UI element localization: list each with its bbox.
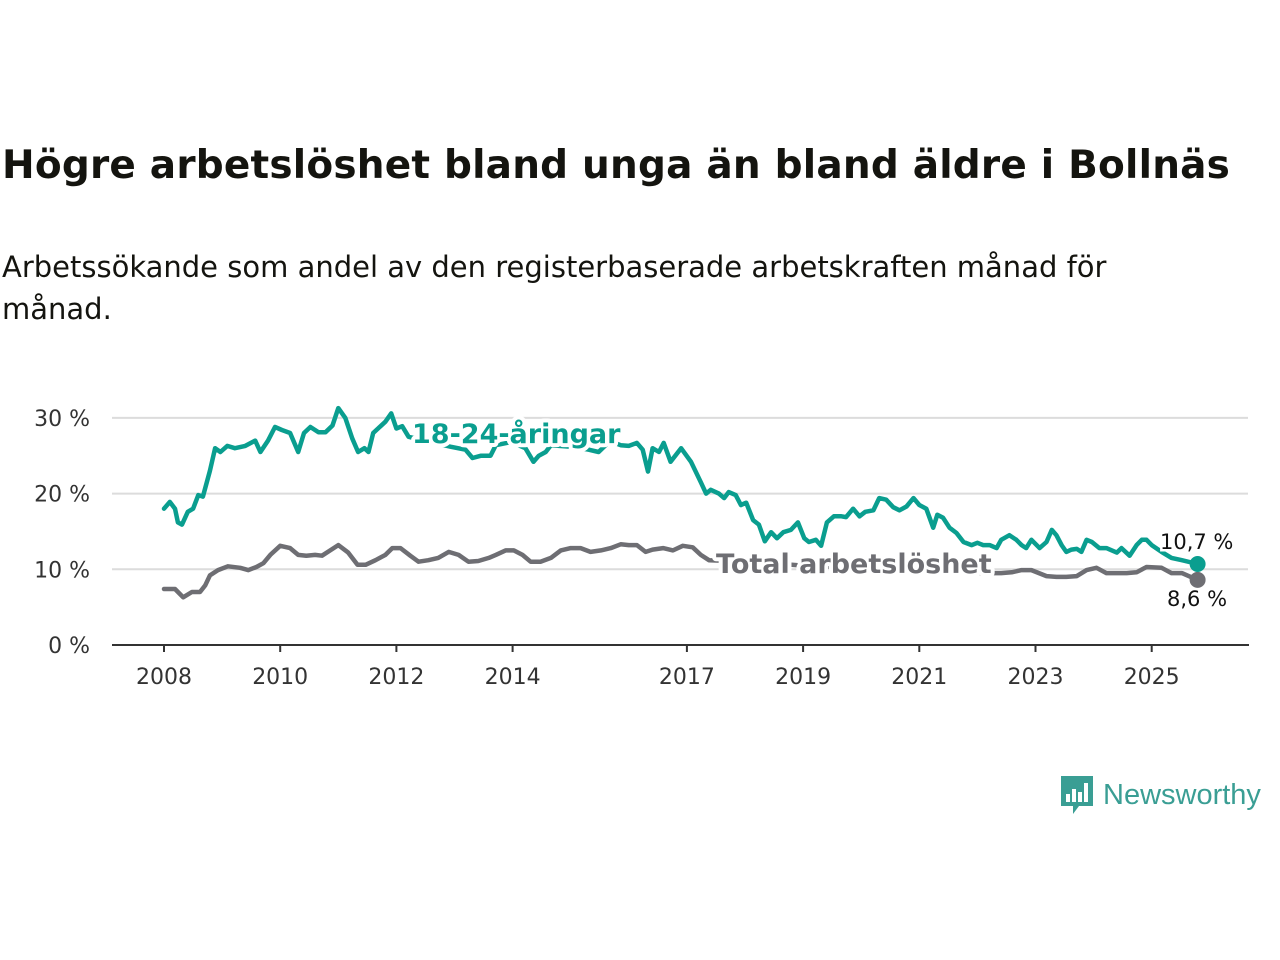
x-tick-label: 2008 <box>136 665 192 690</box>
end-point-total <box>1189 571 1206 588</box>
series-line-youth <box>161 405 1200 567</box>
newsworthy-logo: Newsworthy <box>1059 774 1261 816</box>
y-tick-label: 30 % <box>34 407 90 432</box>
logo-text: Newsworthy <box>1103 778 1261 811</box>
end-label-youth: 10,7 % <box>1160 530 1233 554</box>
x-tick-label: 2021 <box>891 665 947 690</box>
x-tick-label: 2023 <box>1008 665 1064 690</box>
x-tick-label: 2014 <box>485 665 541 690</box>
y-axis-ticks: 0 % 10 % 20 % 30 % <box>34 407 90 659</box>
x-axis: 2008 2010 2012 2014 2017 2019 2021 2023 2025 <box>112 644 1249 690</box>
x-tick-label: 2010 <box>252 665 308 690</box>
y-tick-label: 20 % <box>34 483 90 508</box>
chart-title: Högre arbetslöshet bland unga än bland ä… <box>2 143 1231 188</box>
series-lines <box>161 405 1206 600</box>
series-label-total: Total arbetslöshet <box>716 549 992 580</box>
x-tick-label: 2019 <box>775 665 831 690</box>
end-label-total: 8,6 % <box>1167 587 1227 611</box>
x-tick-label: 2025 <box>1124 665 1180 690</box>
gridlines <box>112 416 1248 571</box>
series-line-total <box>161 542 1200 600</box>
bar-chart-logo-icon <box>1061 776 1093 814</box>
y-tick-label: 0 % <box>48 634 90 659</box>
x-tick-label: 2012 <box>368 665 424 690</box>
chart-subtitle: Arbetssökande som andel av den registerb… <box>2 250 1107 326</box>
end-point-youth <box>1189 556 1206 573</box>
y-tick-label: 10 % <box>34 558 90 583</box>
x-tick-label: 2017 <box>659 665 715 690</box>
series-label-youth: 18-24-åringar <box>412 418 621 450</box>
